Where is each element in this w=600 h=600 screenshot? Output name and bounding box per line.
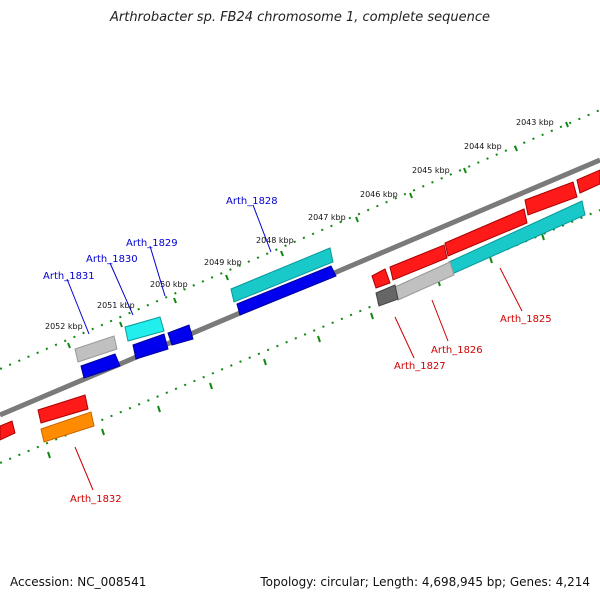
tick-label: 2046 kbp: [360, 190, 398, 199]
gene-arth-1829[interactable]: [132, 333, 169, 360]
gene-label-arth-1830: Arth_1830: [86, 254, 138, 265]
gene-arth-1832-other[interactable]: [40, 411, 95, 443]
topology-info: Topology: circular; Length: 4,698,945 bp…: [260, 575, 590, 589]
tick-label: 2044 kbp: [464, 142, 502, 151]
gene-arth-1825[interactable]: [444, 208, 528, 257]
gene-arth-1829-rna[interactable]: [124, 316, 165, 342]
tick-label: 2049 kbp: [204, 258, 242, 267]
forward-strand-genes: [0, 169, 600, 443]
reverse-strand-genes: [74, 247, 337, 379]
gene-arth-1829b[interactable]: [167, 324, 194, 346]
upper-major-ticks: [67, 121, 569, 349]
gene-label-arth-1828: Arth_1828: [226, 196, 278, 207]
tick-label: 2052 kbp: [45, 322, 83, 331]
tick-label: 2043 kbp: [516, 118, 554, 127]
tick-label: 2045 kbp: [412, 166, 450, 175]
gene-label-arth-1832: Arth_1832: [70, 494, 122, 505]
gene-label-arth-1825: Arth_1825: [500, 314, 552, 325]
gene-label-arth-1831: Arth_1831: [43, 271, 95, 282]
tick-label: 2048 kbp: [256, 236, 294, 245]
label-leaders: [66, 204, 523, 491]
gene-arth-1831-pseudo[interactable]: [74, 335, 118, 363]
page-title: Arthrobacter sp. FB24 chromosome 1, comp…: [109, 10, 491, 25]
gene-arth-1828[interactable]: [236, 265, 337, 316]
gene-arth-1832[interactable]: [37, 394, 89, 424]
gene-edge-left[interactable]: [0, 420, 16, 441]
gene-labels: Arth_1828 Arth_1829 Arth_1830 Arth_1831 …: [43, 196, 552, 505]
gene-arth-1827-other[interactable]: [375, 284, 399, 307]
tick-labels: 2043 kbp 2044 kbp 2045 kbp 2046 kbp 2047…: [45, 118, 554, 331]
tick-label: 2050 kbp: [150, 280, 188, 289]
gene-arth-1825b[interactable]: [524, 181, 578, 216]
accession-text: Accession: NC_008541: [10, 575, 147, 589]
gene-arth-1828-rna[interactable]: [230, 247, 334, 303]
gene-label-arth-1827: Arth_1827: [394, 361, 446, 372]
tick-label: 2051 kbp: [97, 301, 135, 310]
gene-arth-1826[interactable]: [389, 244, 448, 281]
tick-label: 2047 kbp: [308, 213, 346, 222]
gene-label-arth-1826: Arth_1826: [431, 345, 483, 356]
gene-label-arth-1829: Arth_1829: [126, 238, 178, 249]
gene-arth-1827[interactable]: [371, 268, 391, 289]
gene-arth-1825c[interactable]: [576, 169, 600, 194]
gene-arth-1831[interactable]: [80, 353, 121, 379]
